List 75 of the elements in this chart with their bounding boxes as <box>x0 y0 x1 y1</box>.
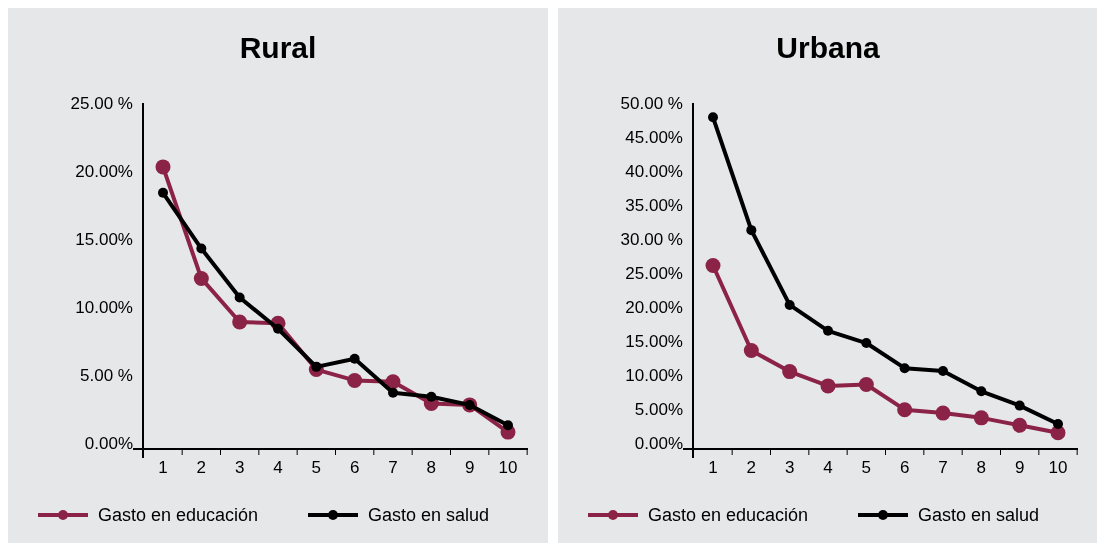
y-tick-label: 45.00% <box>624 127 683 147</box>
legend-label: Gasto en educación <box>98 505 259 526</box>
point <box>822 325 833 336</box>
point <box>858 377 874 393</box>
point <box>705 258 720 274</box>
point <box>388 387 398 398</box>
x-tick-label: 8 <box>976 458 986 477</box>
point <box>232 314 248 330</box>
x-tick-label: 10 <box>498 458 518 477</box>
x-tick-label: 3 <box>784 458 794 477</box>
x-tick-label: 10 <box>1048 458 1067 477</box>
point <box>155 159 171 175</box>
y-tick-label: 10.00% <box>624 365 683 385</box>
x-tick-label: 5 <box>311 458 322 477</box>
point <box>975 386 986 397</box>
y-tick-label: 10.00% <box>75 297 133 317</box>
x-tick-label: 7 <box>388 458 398 477</box>
legend-label: Gasto en educación <box>647 505 808 526</box>
x-tick-label: 1 <box>707 458 718 477</box>
legend-label: Gasto en salud <box>917 505 1039 526</box>
x-tick-label: 7 <box>937 458 948 477</box>
point <box>899 363 910 374</box>
x-tick-label: 6 <box>349 458 360 477</box>
point <box>426 391 437 402</box>
y-tick-label: 25.00% <box>624 263 683 283</box>
point <box>347 372 363 388</box>
y-tick-label: 5.00% <box>634 399 683 419</box>
point <box>820 378 835 394</box>
x-tick-label: 1 <box>158 458 168 477</box>
point <box>234 292 245 303</box>
point <box>781 364 797 380</box>
chart-title: Urbana <box>775 31 880 64</box>
point <box>1052 418 1063 429</box>
point <box>937 365 948 376</box>
y-tick-label: 25.00 % <box>70 93 133 113</box>
x-tick-label: 6 <box>899 458 909 477</box>
y-tick-label: 40.00% <box>624 161 683 181</box>
y-tick-label: 35.00% <box>624 195 683 215</box>
point <box>503 420 513 431</box>
point <box>707 112 718 123</box>
point <box>743 343 759 359</box>
point <box>273 323 283 334</box>
x-tick-label: 4 <box>273 458 283 477</box>
point <box>385 374 401 390</box>
point <box>1014 400 1025 411</box>
point <box>784 299 795 310</box>
x-tick-label: 2 <box>196 458 207 477</box>
point <box>896 402 912 418</box>
x-tick-label: 4 <box>822 458 833 477</box>
x-tick-label: 8 <box>426 458 437 477</box>
point <box>973 410 989 426</box>
y-tick-label: 15.00% <box>624 331 683 351</box>
point <box>196 243 207 254</box>
x-tick-label: 3 <box>234 458 245 477</box>
point <box>158 187 168 198</box>
x-tick-label: 5 <box>861 458 871 477</box>
point <box>1011 417 1027 433</box>
y-tick-label: 20.00% <box>624 297 683 317</box>
y-tick-label: 0.00% <box>634 433 683 453</box>
point <box>860 338 871 349</box>
point <box>349 353 360 364</box>
y-tick-label: 30.00 % <box>620 229 683 249</box>
legend-label: Gasto en salud <box>368 505 490 526</box>
x-tick-label: 9 <box>464 458 475 477</box>
x-tick-label: 2 <box>746 458 756 477</box>
point <box>935 405 950 421</box>
point <box>193 270 209 286</box>
y-tick-label: 0.00% <box>84 433 133 453</box>
y-tick-label: 20.00% <box>75 161 133 181</box>
y-tick-label: 5.00 % <box>80 365 133 385</box>
chart-title: Rural <box>239 31 317 64</box>
y-tick-label: 50.00 % <box>620 93 683 113</box>
y-tick-label: 15.00% <box>75 229 133 249</box>
x-tick-label: 9 <box>1014 458 1024 477</box>
point <box>745 225 756 236</box>
